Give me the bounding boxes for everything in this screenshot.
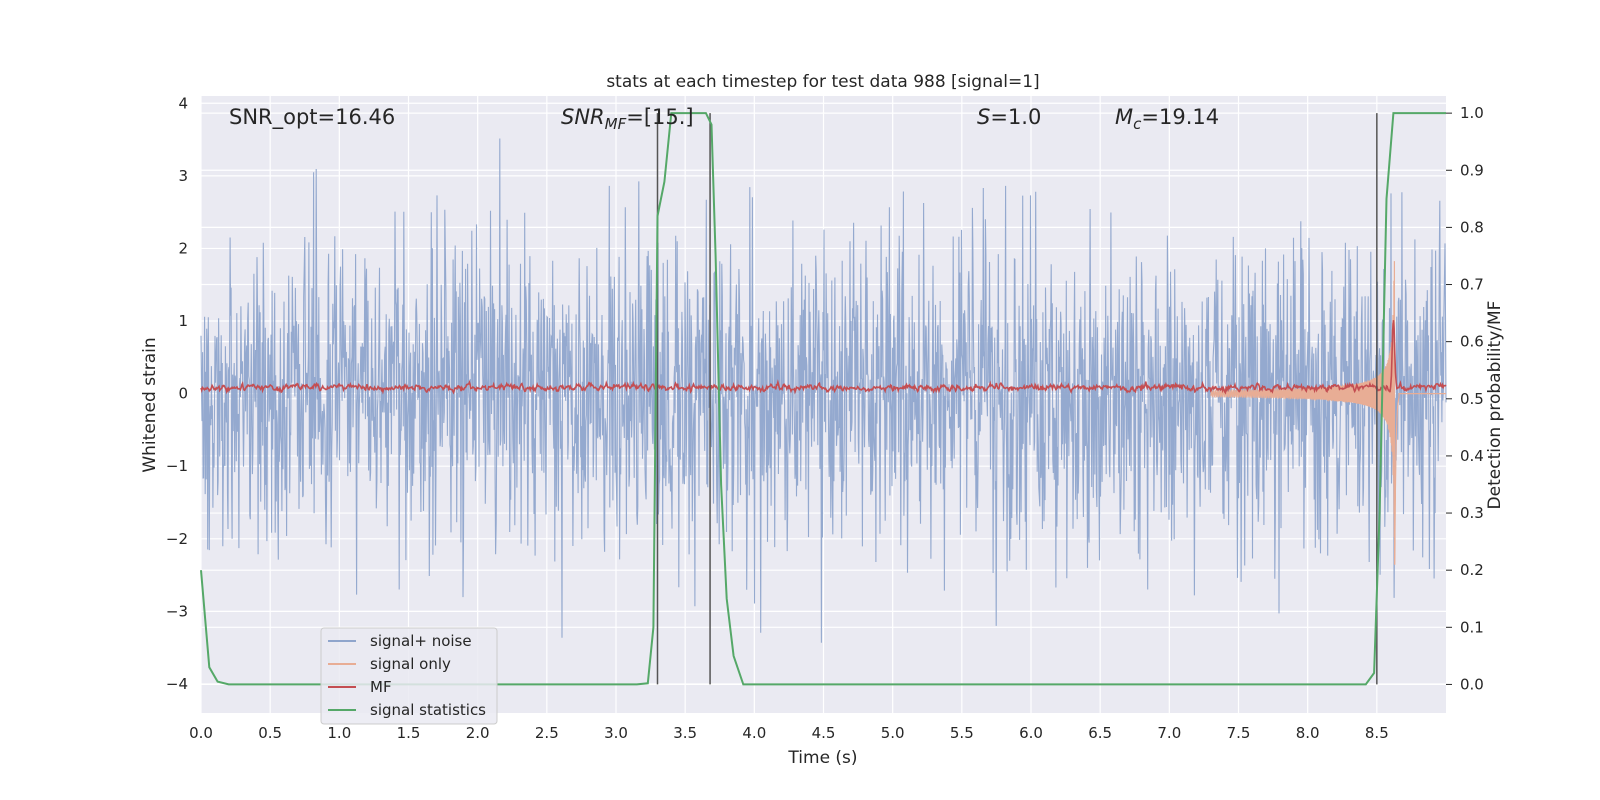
x-tick-label: 4.0 — [742, 724, 766, 742]
y-tick-label: −1 — [166, 457, 188, 475]
y-tick-label: 4 — [178, 94, 188, 112]
x-tick-label: 1.5 — [397, 724, 421, 742]
chart-title: stats at each timestep for test data 988… — [606, 72, 1039, 92]
x-tick-label: 4.5 — [812, 724, 836, 742]
y-axis-label: Whitened strain — [140, 337, 160, 472]
x-tick-label: 2.0 — [466, 724, 490, 742]
y2-tick-label: 1.0 — [1460, 104, 1484, 122]
x-tick-label: 0.0 — [189, 724, 213, 742]
annotation-mc: Mc=19.14 — [1115, 105, 1219, 133]
x-tick-label: 5.0 — [881, 724, 905, 742]
y2-tick-label: 0.6 — [1460, 333, 1484, 351]
line-signal-noise — [200, 138, 1447, 643]
annotation-snr-mf: SNRMF=[15.] — [561, 105, 694, 133]
y-tick-label: −4 — [166, 675, 188, 693]
y2-tick-label: 0.9 — [1460, 161, 1484, 179]
x-tick-label: 8.0 — [1296, 724, 1320, 742]
x-tick-label: 7.5 — [1227, 724, 1251, 742]
y-tick-label: 2 — [178, 239, 188, 257]
y-tick-label: 0 — [178, 385, 188, 403]
x-tick-label: 2.5 — [535, 724, 559, 742]
y2-tick-label: 0.0 — [1460, 675, 1484, 693]
x-tick-label: 6.0 — [1019, 724, 1043, 742]
legend-label-signal-statistics: signal statistics — [370, 701, 486, 719]
line-signal-only — [1210, 261, 1446, 565]
legend-label-mf: MF — [370, 678, 392, 696]
y2-tick-label: 0.5 — [1460, 390, 1484, 408]
series-signal-noise — [200, 138, 1447, 643]
x-tick-label: 0.5 — [258, 724, 282, 742]
x-tick-label: 5.5 — [950, 724, 974, 742]
y2-tick-label: 0.3 — [1460, 504, 1484, 522]
x-tick-label: 8.5 — [1365, 724, 1389, 742]
y2-tick-label: 0.1 — [1460, 618, 1484, 636]
tick-labels: 0.0 0.5 1.0 1.5 2.0 2.5 3.0 3.5 4.0 4.5 5.0 5.5 6.0 6… — [166, 94, 1484, 742]
y-tick-label: 1 — [178, 312, 188, 330]
y-tick-label: 3 — [178, 167, 188, 185]
y2-tick-label: 0.4 — [1460, 447, 1484, 465]
x-tick-label: 3.5 — [673, 724, 697, 742]
y2-tick-label: 0.8 — [1460, 218, 1484, 236]
annotation-s: S=1.0 — [977, 105, 1041, 129]
legend-box — [320, 627, 498, 725]
x-tick-label: 3.0 — [604, 724, 628, 742]
y-tick-label: −3 — [166, 602, 188, 620]
x-tick-label: 7.0 — [1157, 724, 1181, 742]
legend: signal+ noise signal only MF signal stat… — [320, 627, 498, 725]
y2-tick-label: 0.2 — [1460, 561, 1484, 579]
legend-label-signal-only: signal only — [370, 655, 451, 673]
y2-tick-label: 0.7 — [1460, 276, 1484, 294]
series-signal-only — [1210, 261, 1446, 565]
series-mf — [200, 320, 1447, 395]
x-axis-label: Time (s) — [787, 748, 857, 768]
annotation-snr-opt: SNR_opt=16.46 — [229, 105, 395, 130]
x-tick-label: 1.0 — [327, 724, 351, 742]
x-tick-label: 6.5 — [1088, 724, 1112, 742]
legend-label-signal-noise: signal+ noise — [370, 632, 472, 650]
y2-axis-label: Detection probability/MF — [1485, 301, 1505, 510]
line-mf — [200, 320, 1447, 395]
y-tick-label: −2 — [166, 530, 188, 548]
